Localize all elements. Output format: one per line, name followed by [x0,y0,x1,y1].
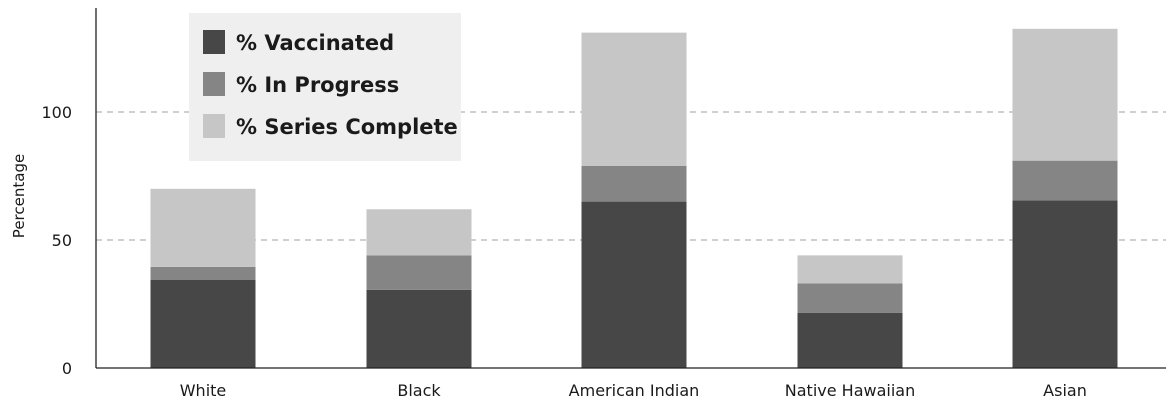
legend-label-2: % Series Complete [236,115,458,139]
y-tick-label-50: 50 [52,231,72,250]
y-tick-label-0: 0 [62,359,72,378]
y-tick-label-100: 100 [41,103,72,122]
bar-white-series-2 [150,188,256,267]
legend-box [189,13,461,161]
bar-american-indian-series-2 [581,32,687,166]
bar-white-series-0 [150,279,256,368]
legend-swatch-0 [203,30,225,54]
bar-asian-series-1 [1012,160,1118,201]
bar-native-hawaiian-series-2 [797,255,903,284]
bar-american-indian-series-1 [581,165,687,202]
x-tick-label-white: White [180,381,227,400]
bar-white-series-1 [150,266,256,280]
bars [150,28,1118,368]
legend: % Vaccinated % In Progress % Series Comple… [189,13,461,161]
legend-swatch-1 [203,72,225,96]
bar-black-series-0 [366,289,472,368]
bar-native-hawaiian-series-1 [797,283,903,313]
bar-american-indian-series-0 [581,201,687,368]
axes: 0 50 100 White Black American Indian Native Ha… [10,8,1166,400]
legend-label-1: % In Progress [236,73,399,97]
bar-native-hawaiian-series-0 [797,312,903,368]
x-tick-label-black: Black [397,381,441,400]
x-tick-label-asian: Asian [1043,381,1087,400]
legend-label-0: % Vaccinated [236,31,394,55]
x-tick-label-native-hawaiian: Native Hawaiian [785,381,915,400]
bar-black-series-2 [366,209,472,256]
y-axis-label: Percentage [10,154,28,238]
bar-black-series-1 [366,255,472,290]
bar-asian-series-2 [1012,28,1118,161]
legend-swatch-2 [203,114,225,138]
bar-asian-series-0 [1012,200,1118,368]
x-tick-label-american-indian: American Indian [569,381,700,400]
